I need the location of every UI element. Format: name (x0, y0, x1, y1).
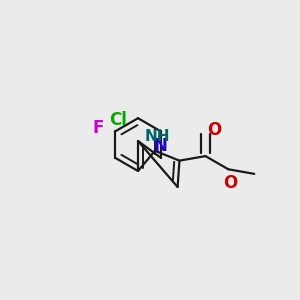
Text: Cl: Cl (110, 111, 128, 129)
Text: F: F (93, 119, 104, 137)
Text: O: O (223, 174, 237, 192)
Text: O: O (207, 121, 222, 139)
Text: N: N (154, 137, 168, 155)
Text: NH: NH (145, 129, 170, 144)
